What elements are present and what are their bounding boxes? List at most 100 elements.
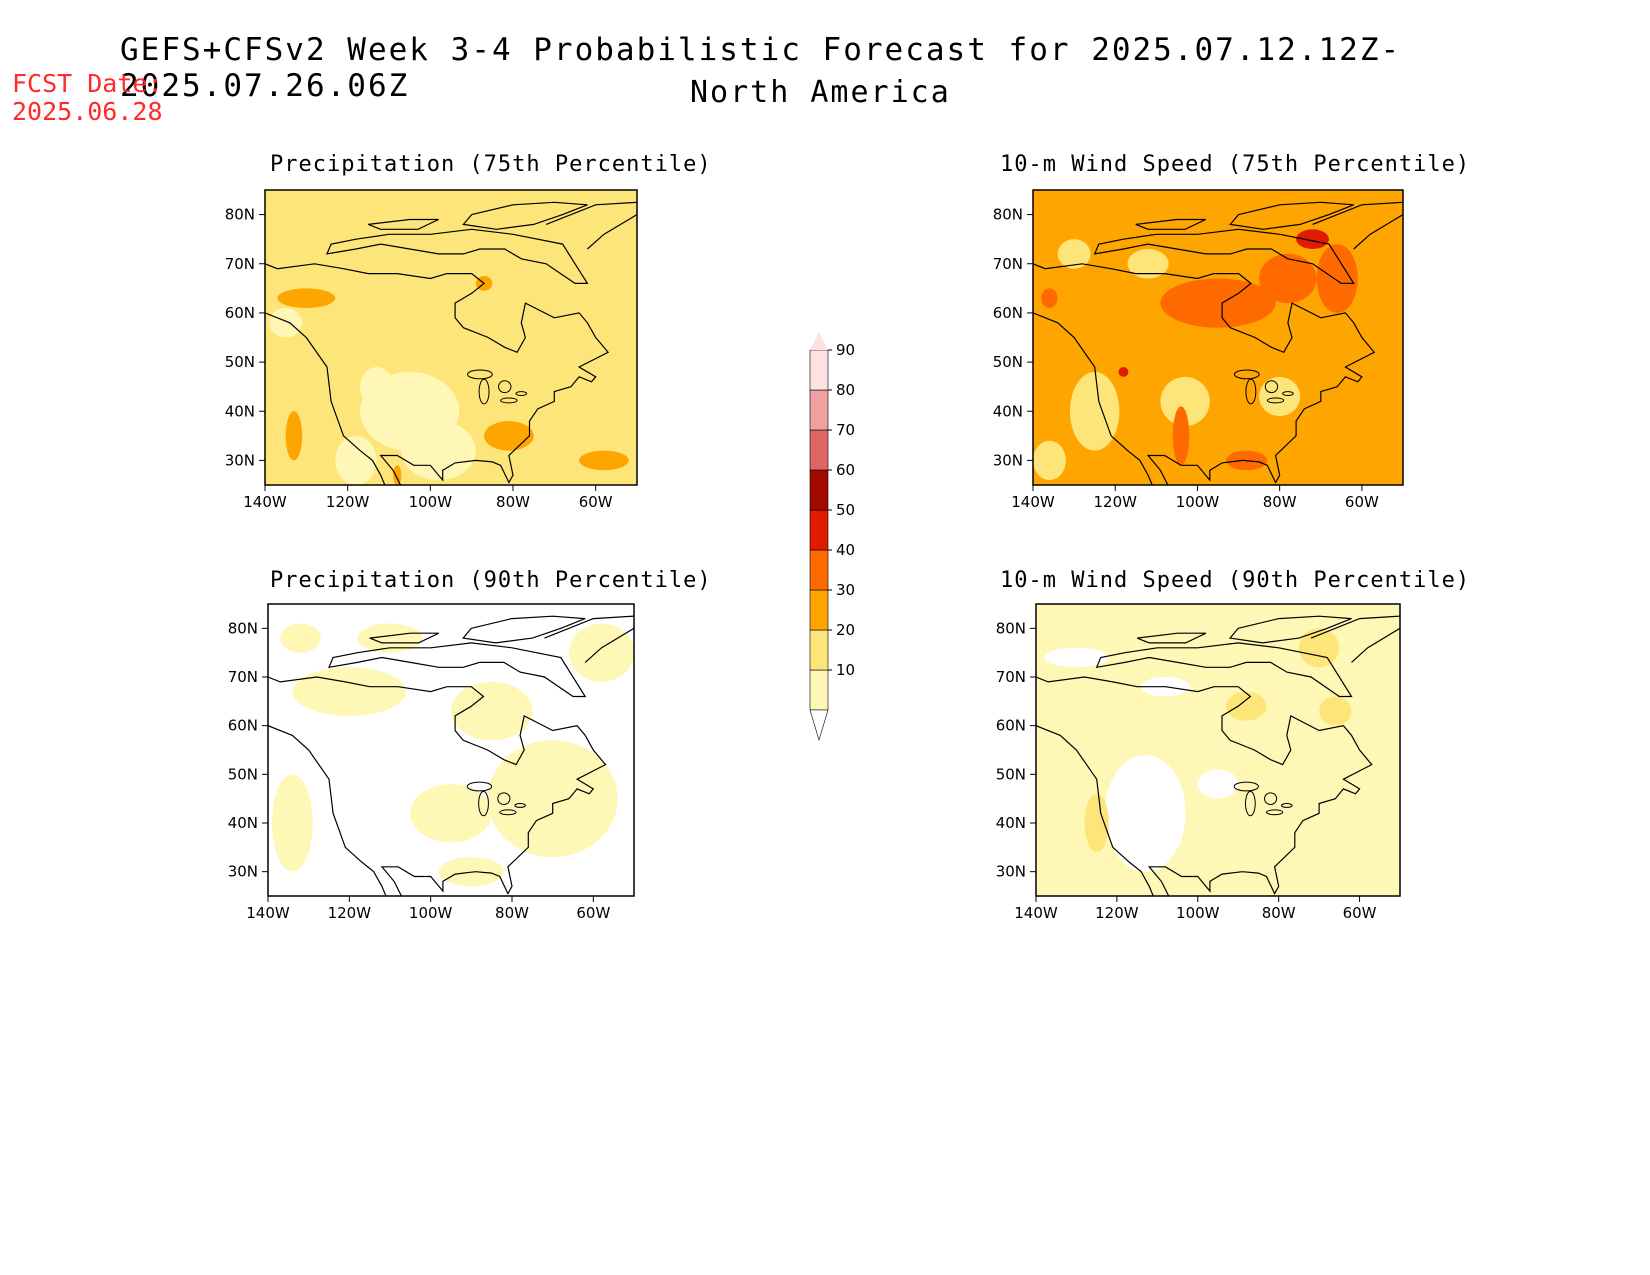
probability-area	[1319, 696, 1352, 726]
colorbar-swatch	[809, 629, 829, 671]
probability-area	[272, 774, 313, 872]
lake-outline	[500, 397, 518, 404]
colorbar-bottom-cap	[809, 709, 829, 742]
island-outline	[1229, 201, 1354, 230]
probability-area	[1259, 376, 1301, 417]
coastline	[1036, 676, 1373, 896]
island-outline	[326, 228, 589, 285]
lat-label: 80N	[228, 619, 258, 637]
lon-label: 140W	[1011, 493, 1055, 511]
probability-area	[285, 411, 303, 461]
lake-outline	[466, 781, 493, 792]
lat-label: 40N	[996, 814, 1026, 832]
lake-outline	[1280, 803, 1293, 808]
lake-outline	[1245, 378, 1257, 405]
colorbar-label: 90	[836, 341, 855, 359]
lake-outline	[1264, 380, 1279, 394]
lat-label: 40N	[993, 402, 1023, 420]
lake-outline	[1264, 792, 1278, 806]
lon-label: 80W	[1263, 493, 1297, 511]
probability-area	[1118, 367, 1129, 377]
lat-label: 60N	[993, 304, 1023, 322]
probability-area	[1316, 244, 1358, 313]
lake-outline	[1266, 397, 1285, 404]
lon-label: 120W	[1095, 904, 1139, 922]
lake-outline	[515, 391, 528, 397]
probability-area	[393, 465, 402, 485]
greenland-outline	[1310, 615, 1400, 663]
colorbar-label: 70	[836, 421, 855, 439]
probability-area	[1259, 253, 1317, 304]
map-frame	[1035, 603, 1401, 897]
coastline	[268, 676, 607, 896]
lat-label: 30N	[996, 863, 1026, 881]
colorbar-swatch	[809, 429, 829, 471]
lake-outline	[498, 380, 512, 394]
island-outline	[1136, 632, 1207, 644]
probability-area	[280, 623, 321, 653]
probability-area	[1160, 376, 1210, 426]
lon-label: 140W	[243, 493, 287, 511]
probability-area	[1070, 371, 1120, 451]
colorbar-swatch	[809, 669, 829, 711]
lon-label: 100W	[1176, 904, 1220, 922]
lat-label: 50N	[996, 765, 1026, 783]
colorbar-label: 50	[836, 501, 855, 519]
colorbar-label: 30	[836, 581, 855, 599]
probability-area	[357, 623, 423, 653]
lat-label: 30N	[228, 863, 258, 881]
probability-area	[487, 740, 618, 858]
island-outline	[1095, 642, 1353, 698]
fcst-date: 2025.06.28	[12, 97, 163, 126]
probability-area	[1041, 288, 1058, 308]
lake-outline	[499, 809, 517, 816]
lon-label: 60W	[1343, 904, 1377, 922]
island-outline	[1093, 228, 1355, 285]
probability-area	[1298, 628, 1340, 668]
probability-area	[1127, 249, 1169, 279]
probability-area	[360, 367, 394, 407]
probability-area	[568, 623, 634, 682]
map-precip90: 30N 40N 50N 60N 70N 80N 140W 120W 100W 80W 60W	[228, 603, 635, 922]
greenland-outline	[1312, 201, 1403, 250]
lake-outline	[514, 803, 526, 808]
lat-label: 40N	[228, 814, 258, 832]
probability-area	[277, 288, 336, 308]
island-outline	[1135, 218, 1206, 230]
island-outline	[462, 615, 586, 644]
lon-label: 80W	[1262, 904, 1296, 922]
map-frame	[1032, 189, 1404, 486]
probability-area	[1296, 229, 1329, 249]
probability-area	[335, 435, 377, 485]
lat-label: 70N	[996, 668, 1026, 686]
fcst-label: FCST Date:	[12, 69, 163, 98]
lon-label: 100W	[409, 493, 453, 511]
lon-label: 120W	[328, 904, 372, 922]
lat-label: 50N	[993, 353, 1023, 371]
probability-area	[1104, 754, 1186, 872]
lake-outline	[478, 378, 490, 405]
coastline	[265, 263, 610, 485]
greenland-outline	[545, 201, 637, 250]
colorbar-label: 20	[836, 621, 855, 639]
lat-label: 30N	[225, 451, 255, 469]
lat-label: 50N	[225, 353, 255, 371]
colorbar-label: 10	[836, 661, 855, 679]
probability-area	[1044, 647, 1109, 668]
lat-label: 80N	[996, 619, 1026, 637]
colorbar-swatch	[809, 389, 829, 431]
map-wind75: 30N 40N 50N 60N 70N 80N 140W 120W 100W 80W 60W	[993, 189, 1404, 511]
island-outline	[328, 642, 587, 698]
lat-label: 70N	[225, 255, 255, 273]
probability-area	[1160, 278, 1276, 328]
lat-label: 30N	[993, 451, 1023, 469]
probability-area	[579, 450, 629, 471]
lat-label: 70N	[993, 255, 1023, 273]
island-outline	[1228, 615, 1352, 644]
lake-outline	[478, 790, 489, 817]
colorbar-label: 80	[836, 381, 855, 399]
lat-label: 80N	[993, 206, 1023, 224]
colorbar-label: 60	[836, 461, 855, 479]
lake-outline	[1233, 781, 1259, 792]
lat-label: 50N	[228, 765, 258, 783]
